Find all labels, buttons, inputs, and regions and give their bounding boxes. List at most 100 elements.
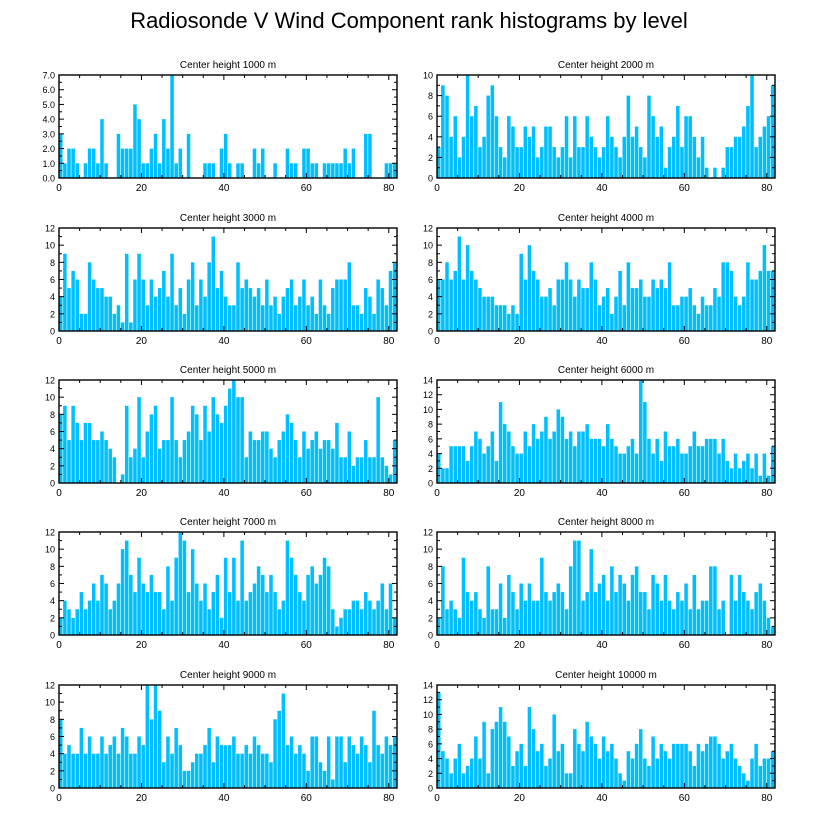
histogram-bar [314,163,319,178]
histogram-bar [149,414,154,483]
histogram-bar [498,305,503,331]
x-tick-label: 40 [596,183,608,194]
histogram-bar [326,313,331,331]
chart-panel-6: Center height 6000 m 0 20 40 60 80 0 2 4 6 8 10 12 14 [423,365,776,499]
y-tick-label: 10 [423,545,433,555]
y-tick-label: 12 [423,695,433,705]
histogram-bar [688,116,692,178]
histogram-bar [754,453,758,483]
y-tick-label: 2.0 [42,144,55,154]
histogram-bar [671,136,676,178]
histogram-bar [355,457,360,483]
histogram-bar [663,167,668,178]
histogram-bar [203,163,207,178]
histogram-bar [515,751,519,788]
histogram-bar [610,743,614,788]
histogram-bar [684,583,688,635]
histogram-bar [498,147,503,178]
histogram-bar [737,136,742,178]
chart-panel-9: Center height 9000 m 0 20 40 60 80 0 2 4 6 8 10 12 [45,670,398,804]
histogram-bar [746,600,750,635]
histogram-bar [166,148,170,178]
histogram-bar [314,583,319,635]
panel-title: Center height 5000 m [180,365,276,376]
histogram-bar [211,762,216,788]
histogram-bar [754,279,758,331]
x-tick-label: 20 [514,640,526,651]
histogram-bar [523,600,528,635]
histogram-bar [696,157,701,178]
histogram-bar [124,148,129,178]
histogram-bar [709,438,713,483]
histogram-bar [581,147,585,178]
histogram-bar [676,305,680,331]
panel-title: Center height 4000 m [558,213,654,224]
histogram-bar [614,592,618,635]
histogram-bar [568,431,573,483]
histogram-bar [162,609,166,635]
histogram-bar [630,136,635,178]
histogram-bar [523,431,528,483]
y-tick-label: 6 [428,112,433,122]
histogram-bar [630,574,635,635]
histogram-bar [314,431,319,483]
histogram-bar [478,288,482,331]
histogram-bar [372,457,376,483]
histogram-bar [129,457,133,483]
histogram-bar [318,279,323,331]
histogram-bar [498,707,503,788]
histogram-bar [63,753,67,788]
histogram-bar [129,753,133,788]
y-tick-label: 6 [50,732,55,742]
histogram-bar [754,592,758,635]
histogram-bar [671,609,676,635]
histogram-bar [310,440,314,483]
histogram-bar [540,431,544,483]
y-tick-label: 8 [50,410,55,420]
histogram-bar [478,609,482,635]
histogram-bar [347,262,352,331]
histogram-bar [145,305,150,331]
y-tick-label: 0 [428,784,433,794]
panel-title: Center height 8000 m [558,517,654,528]
histogram-bar [486,95,490,178]
histogram-bar [704,167,709,178]
histogram-bar [717,743,721,788]
histogram-bar [667,446,672,483]
histogram-bar [502,305,507,331]
histogram-bar [638,729,643,788]
histogram-bar [696,743,701,788]
histogram-bar [733,136,738,178]
histogram-bar [577,743,581,788]
histogram-bar [376,279,380,331]
chart-panel-2: Center height 2000 m 0 20 40 60 80 0 2 4 6 8 10 [423,60,776,194]
histogram-bar [331,288,335,331]
histogram-bar [770,446,775,483]
histogram-bar [502,617,507,635]
y-tick-label: 4 [428,449,433,459]
histogram-bar [540,296,544,331]
histogram-bar [199,753,203,788]
histogram-bar [622,780,627,788]
histogram-bar [100,431,104,483]
histogram-bar [643,592,647,635]
histogram-bar [659,600,664,635]
x-tick-label: 20 [514,336,526,347]
histogram-bar [153,685,158,788]
histogram-bar [166,440,170,483]
histogram-bar [273,457,277,483]
y-tick-label: 10 [45,545,55,555]
histogram-bar [326,566,331,635]
x-tick-label: 0 [434,488,440,499]
histogram-bar [149,148,154,178]
histogram-bar [203,745,207,788]
histogram-bar [207,262,211,331]
histogram-bar [174,305,178,331]
histogram-bar [523,126,528,178]
histogram-bar [351,600,356,635]
histogram-bar [721,262,725,331]
histogram-bar [655,758,659,788]
histogram-bar [556,751,561,788]
histogram-bar [120,727,125,788]
histogram-bar [219,617,224,635]
